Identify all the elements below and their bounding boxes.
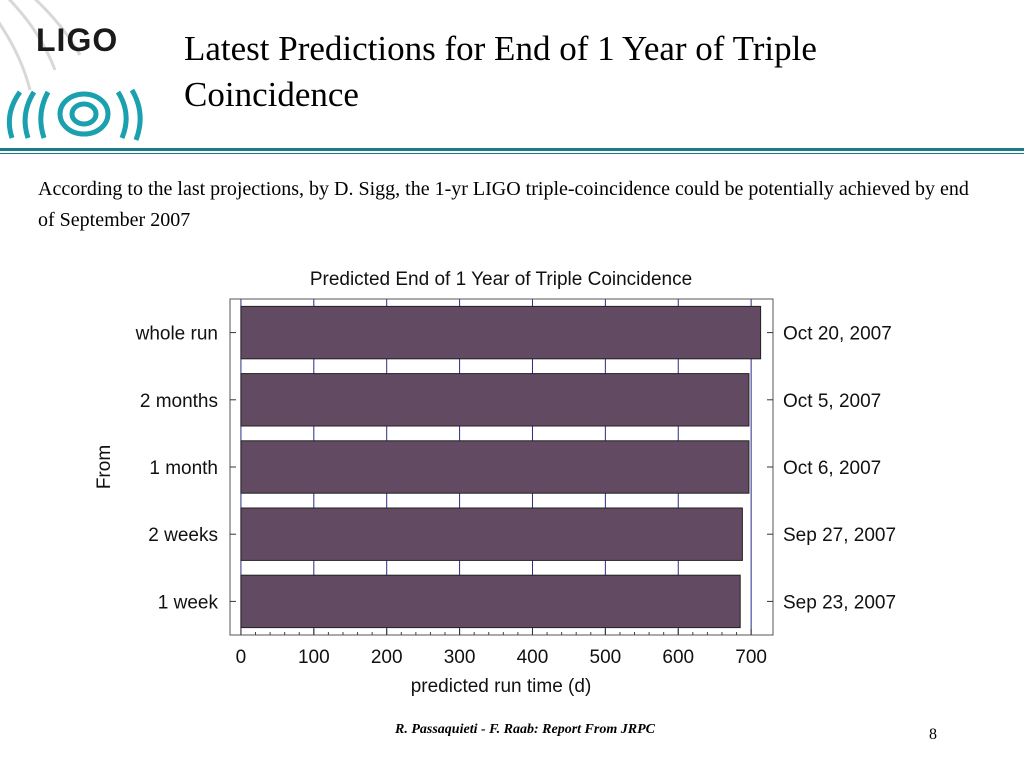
slide-title: Latest Predictions for End of 1 Year of …	[184, 29, 817, 114]
bar-date-label: Sep 27, 2007	[783, 525, 896, 546]
category-label: 1 week	[158, 592, 219, 613]
x-tick-label: 100	[298, 647, 330, 668]
x-tick-label: 500	[590, 647, 622, 668]
page-number: 8	[929, 726, 937, 743]
x-tick-label: 200	[371, 647, 403, 668]
bar-date-label: Oct 5, 2007	[783, 391, 881, 412]
bar	[240, 440, 750, 494]
bar-date-label: Oct 20, 2007	[783, 324, 892, 345]
intro-paragraph: According to the last projections, by D.…	[38, 178, 969, 231]
x-tick-label: 300	[444, 647, 476, 668]
ligo-logo: LIGO	[0, 0, 160, 148]
bar	[240, 507, 743, 561]
y-axis-label: From	[94, 445, 115, 489]
bar-chart: Predicted End of 1 Year of Triple Coinci…	[94, 269, 896, 697]
x-tick-label: 0	[236, 647, 247, 668]
title-rule	[0, 148, 1024, 151]
logo-text: LIGO	[36, 22, 119, 58]
footer-text: R. Passaquieti - F. Raab: Report From JR…	[395, 722, 655, 737]
category-label: whole run	[135, 324, 218, 345]
bar	[240, 373, 750, 427]
x-tick-label: 700	[735, 647, 767, 668]
category-label: 2 weeks	[148, 525, 218, 546]
bar-date-label: Oct 6, 2007	[783, 458, 881, 479]
category-label: 1 month	[149, 458, 218, 479]
category-label: 2 months	[140, 391, 218, 412]
chart-title: Predicted End of 1 Year of Triple Coinci…	[310, 269, 692, 290]
bar	[240, 574, 741, 629]
bar	[240, 305, 762, 360]
bar-date-label: Sep 23, 2007	[783, 592, 896, 613]
title-rule-thin	[0, 153, 1024, 154]
x-axis-label: predicted run time (d)	[411, 676, 592, 697]
logo-swirl-icon	[0, 0, 143, 141]
x-tick-label: 600	[662, 647, 694, 668]
x-tick-label: 400	[517, 647, 549, 668]
